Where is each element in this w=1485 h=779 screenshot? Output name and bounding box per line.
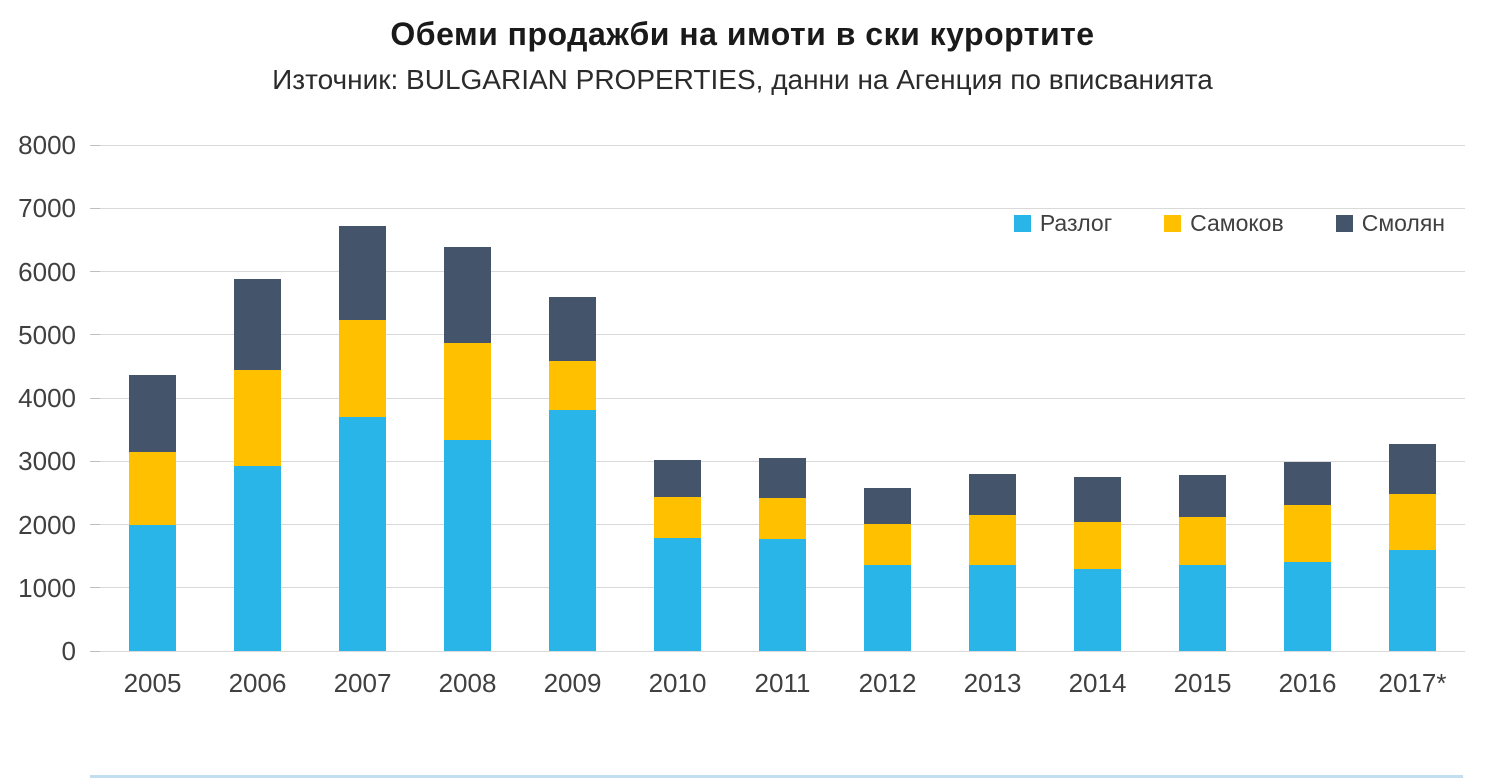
x-axis-label: 2015 bbox=[1173, 668, 1232, 698]
bar-segment-Разлог-2011 bbox=[759, 539, 806, 651]
bar-segment-Самоков-2007 bbox=[339, 320, 386, 417]
y-axis-tick bbox=[90, 271, 100, 272]
x-axis-label: 2010 bbox=[648, 668, 707, 698]
bar-segment-Разлог-2016 bbox=[1284, 561, 1331, 651]
y-axis-tick bbox=[90, 144, 100, 146]
y-axis-tick bbox=[90, 397, 100, 399]
bar-segment-Смолян-2007 bbox=[339, 225, 386, 321]
x-axis-label: 2009 bbox=[543, 668, 602, 698]
x-axis-label: 2012 bbox=[858, 668, 917, 698]
legend-item-Смолян: Смолян bbox=[1335, 210, 1445, 237]
bar-segment-Самоков-2006 bbox=[234, 370, 281, 466]
legend-label: Смолян bbox=[1361, 210, 1445, 236]
bar-segment-Смолян-2011 bbox=[759, 458, 806, 498]
bar-segment-Смолян-2017* bbox=[1389, 444, 1436, 495]
bar-segment-Разлог-2008 bbox=[444, 440, 491, 651]
bottom-accent-line bbox=[90, 775, 1463, 778]
bar-segment-Разлог-2014 bbox=[1074, 568, 1121, 651]
bar-segment-Самоков-2015 bbox=[1179, 516, 1226, 565]
x-axis-label: 2017* bbox=[1378, 668, 1447, 698]
bar-segment-Смолян-2008 bbox=[444, 246, 491, 343]
bar-segment-Смолян-2005 bbox=[129, 374, 176, 452]
y-axis-tick bbox=[90, 334, 100, 336]
bar-segment-Самоков-2009 bbox=[549, 361, 596, 411]
legend-item-Разлог: Разлог bbox=[1013, 210, 1113, 237]
bar-segment-Самоков-2011 bbox=[759, 497, 806, 540]
y-axis-label: 0 bbox=[61, 636, 76, 666]
y-axis-label: 4000 bbox=[18, 383, 76, 413]
legend-swatch-icon bbox=[1013, 215, 1031, 232]
y-axis-tick bbox=[90, 650, 100, 652]
gridline bbox=[100, 397, 1465, 399]
bar-segment-Самоков-2008 bbox=[444, 343, 491, 441]
x-axis-label: 2007 bbox=[333, 668, 392, 698]
y-axis-tick bbox=[90, 460, 100, 462]
y-axis: 0 1000 2000 3000 4000 5000 6000 7000 8000 bbox=[0, 131, 86, 665]
legend-item-Самоков: Самоков bbox=[1164, 210, 1284, 237]
bar-segment-Самоков-2010 bbox=[654, 496, 701, 538]
y-axis-tick bbox=[90, 207, 100, 209]
bar-segment-Смолян-2014 bbox=[1074, 477, 1121, 522]
legend-swatch-icon bbox=[1164, 215, 1182, 232]
bar-segment-Самоков-2014 bbox=[1074, 521, 1121, 569]
x-axis-label: 2008 bbox=[438, 668, 497, 698]
bar-segment-Разлог-2006 bbox=[234, 465, 281, 651]
bar-segment-Самоков-2005 bbox=[129, 451, 176, 525]
bar-segment-Смолян-2012 bbox=[864, 487, 911, 524]
bar-segment-Смолян-2015 bbox=[1179, 475, 1226, 517]
gridline bbox=[100, 144, 1465, 146]
chart-title: Обеми продажби на имоти в ски курортите bbox=[390, 16, 1095, 52]
chart-subtitle: Източник: BULGARIAN PROPERTIES, данни на… bbox=[272, 64, 1213, 95]
bar-segment-Смолян-2009 bbox=[549, 296, 596, 362]
y-axis-label: 6000 bbox=[18, 256, 76, 287]
legend-swatch-icon bbox=[1335, 215, 1353, 232]
bar-segment-Самоков-2016 bbox=[1284, 504, 1331, 562]
gridline bbox=[100, 650, 1465, 652]
y-axis-label: 3000 bbox=[18, 446, 76, 477]
bar-segment-Самоков-2013 bbox=[969, 515, 1016, 565]
y-axis-label: 5000 bbox=[18, 319, 76, 350]
bar-segment-Самоков-2017* bbox=[1389, 494, 1436, 550]
x-axis-label: 2006 bbox=[228, 668, 287, 698]
bar-segment-Смолян-2016 bbox=[1284, 461, 1331, 505]
bar-segment-Разлог-2010 bbox=[654, 537, 701, 651]
bar-segment-Самоков-2012 bbox=[864, 523, 911, 565]
bar-segment-Разлог-2017* bbox=[1389, 549, 1436, 651]
bar-segment-Смолян-2010 bbox=[654, 460, 701, 497]
bar-segment-Разлог-2007 bbox=[339, 416, 386, 651]
y-axis-label: 2000 bbox=[18, 509, 76, 540]
y-axis-label: 8000 bbox=[18, 130, 76, 160]
x-axis-label: 2013 bbox=[963, 668, 1022, 698]
x-axis-label: 2014 bbox=[1068, 668, 1127, 698]
plot-area bbox=[90, 144, 1465, 652]
x-axis-label: 2016 bbox=[1278, 668, 1337, 698]
bar-segment-Разлог-2013 bbox=[969, 564, 1016, 651]
x-axis-label: 2005 bbox=[123, 668, 182, 698]
bar-segment-Разлог-2012 bbox=[864, 564, 911, 651]
gridline bbox=[100, 271, 1465, 272]
gridline bbox=[100, 334, 1465, 336]
bar-segment-Смолян-2006 bbox=[234, 279, 281, 371]
x-axis: 2005 2006 2007 2008 2009 2010 2011 2012 2013 2014… bbox=[100, 668, 1465, 710]
y-axis-tick bbox=[90, 587, 100, 589]
y-axis-label: 1000 bbox=[18, 572, 76, 603]
x-axis-label: 2011 bbox=[754, 668, 811, 698]
bar-segment-Разлог-2015 bbox=[1179, 564, 1226, 651]
legend-label: Разлог bbox=[1039, 210, 1113, 236]
gridline bbox=[100, 207, 1465, 209]
y-axis-tick bbox=[90, 524, 100, 525]
y-axis-label: 7000 bbox=[18, 193, 76, 224]
legend-label: Самоков bbox=[1190, 210, 1284, 236]
bar-segment-Смолян-2013 bbox=[969, 473, 1016, 516]
bar-segment-Разлог-2009 bbox=[549, 410, 596, 651]
bar-segment-Разлог-2005 bbox=[129, 524, 176, 651]
chart-legend: Разлог Самоков Смолян bbox=[1013, 210, 1445, 237]
